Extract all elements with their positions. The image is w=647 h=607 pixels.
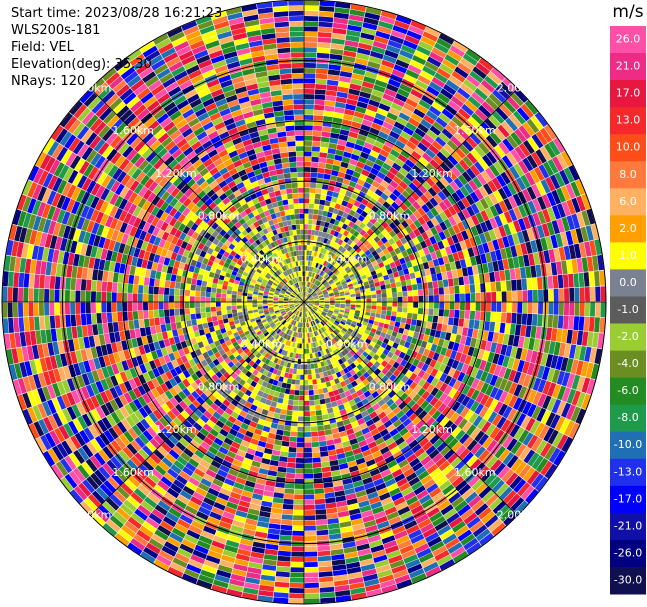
gate-group bbox=[21, 5, 601, 604]
colorbar-segment bbox=[610, 485, 646, 514]
azimuth-line bbox=[90, 301, 305, 516]
range-ring-label: 0.40km bbox=[326, 338, 368, 351]
gate-group bbox=[6, 7, 600, 604]
range-ring-label: 1.60km bbox=[112, 124, 154, 137]
colorbar-tick-label: 10.0 bbox=[616, 141, 641, 154]
colorbar: m/s 26.0 21.0 17.0 13.0 10.0 8.0 6.0 2.0 1.0 0.0 -1… bbox=[610, 2, 646, 595]
colorbar-tick-label: -10.0 bbox=[614, 438, 642, 451]
colorbar-tick-label: 0.0 bbox=[619, 276, 637, 289]
colorbar-segment bbox=[610, 134, 646, 162]
colorbar-tick-label: -6.0 bbox=[617, 384, 638, 397]
colorbar-segment bbox=[610, 458, 646, 487]
range-ring-label: 2.00km bbox=[497, 82, 539, 95]
colorbar-segment bbox=[610, 242, 646, 270]
range-ring-label: 0.80km bbox=[198, 380, 240, 393]
colorbar-tick-label: -8.0 bbox=[617, 411, 638, 424]
range-ring-label: 1.20km bbox=[155, 423, 197, 436]
field-label: Field: VEL bbox=[11, 40, 74, 55]
instrument-label: WLS200s-181 bbox=[11, 23, 101, 38]
colorbar-tick-label: -30.0 bbox=[614, 574, 642, 587]
colorbar-segment bbox=[610, 567, 646, 595]
range-ring-label: 1.20km bbox=[411, 423, 453, 436]
nrays-label: NRays: 120 bbox=[11, 74, 86, 89]
colorbar-segment bbox=[610, 296, 646, 324]
range-ring-label: 0.40km bbox=[241, 338, 283, 351]
azimuth-line bbox=[90, 88, 305, 303]
colorbar-tick-label: -17.0 bbox=[614, 492, 642, 505]
range-rings bbox=[1, 0, 607, 605]
colorbar-tick-label: -21.0 bbox=[614, 519, 642, 532]
colorbar-segment bbox=[610, 53, 646, 81]
colorbar-tick-label: -26.0 bbox=[614, 546, 642, 559]
colorbar-segment bbox=[610, 404, 646, 433]
colorbar-tick-label: -4.0 bbox=[617, 357, 638, 370]
colorbar-tick-label: 2.0 bbox=[619, 222, 637, 235]
colorbar-tick-label: 6.0 bbox=[619, 195, 637, 208]
elevation-label: Elevation(deg): 35.30 bbox=[11, 57, 152, 72]
velocity-gates bbox=[2, 0, 606, 604]
range-ring-label: 0.80km bbox=[198, 210, 240, 223]
gate-group bbox=[16, 11, 606, 587]
colorbar-segment bbox=[610, 26, 646, 54]
gate-group bbox=[7, 20, 595, 600]
range-ring-labels: 0.40km 0.40km 0.40km 0.40km 0.80km 0.80km 0.80… bbox=[70, 82, 539, 522]
range-ring-label: 0.80km bbox=[369, 210, 411, 223]
colorbar-segment bbox=[610, 107, 646, 135]
colorbar-tick-label: 17.0 bbox=[616, 87, 641, 100]
colorbar-tick-label: 8.0 bbox=[619, 168, 637, 181]
metadata-panel: Start time: 2023/08/28 16:21:23 WLS200s-… bbox=[11, 5, 222, 90]
colorbar-segment bbox=[610, 512, 646, 541]
colorbar-segment bbox=[610, 269, 646, 297]
gate-group bbox=[4, 15, 606, 598]
colorbar-unit: m/s bbox=[612, 2, 643, 22]
range-ring-label: 2.00km bbox=[497, 509, 539, 522]
range-ring-label: 1.60km bbox=[454, 466, 496, 479]
azimuth-line bbox=[303, 88, 518, 303]
colorbar-segment bbox=[610, 323, 646, 351]
colorbar-tick-label: 1.0 bbox=[619, 249, 637, 262]
gate-group bbox=[2, 12, 594, 602]
colorbar-tick-label: -1.0 bbox=[617, 303, 638, 316]
colorbar-tick-label: 13.0 bbox=[616, 114, 641, 127]
colorbar-segment bbox=[610, 188, 646, 216]
range-ring-label: 1.60km bbox=[454, 124, 496, 137]
range-ring-label: 0.80km bbox=[369, 380, 411, 393]
range-ring-label: 1.20km bbox=[411, 167, 453, 180]
colorbar-tick-label: -2.0 bbox=[617, 330, 638, 343]
colorbar-segment bbox=[610, 80, 646, 108]
colorbar-tick-label: -13.0 bbox=[614, 465, 642, 478]
colorbar-segment bbox=[610, 215, 646, 243]
gate-group bbox=[11, 22, 606, 597]
range-ring-label: 0.40km bbox=[241, 252, 283, 265]
range-ring-label: 2.00km bbox=[70, 82, 112, 95]
gate-group bbox=[182, 173, 433, 428]
azimuth-line bbox=[303, 301, 518, 516]
colorbar-segment bbox=[610, 377, 646, 406]
colorbar-tick-label: 21.0 bbox=[616, 60, 641, 73]
gate-group bbox=[2, 0, 600, 579]
range-ring-label: 1.20km bbox=[155, 167, 197, 180]
colorbar-tick-label: 26.0 bbox=[616, 33, 641, 46]
start-time-label: Start time: 2023/08/28 16:21:23 bbox=[11, 6, 223, 21]
range-ring-label: 0.40km bbox=[326, 252, 368, 265]
colorbar-segment bbox=[610, 350, 646, 379]
colorbar-segment bbox=[610, 431, 646, 460]
range-ring-label: 1.60km bbox=[112, 466, 154, 479]
colorbar-segment bbox=[610, 161, 646, 189]
range-ring-label: 2.00km bbox=[70, 509, 112, 522]
colorbar-segment bbox=[610, 539, 646, 568]
